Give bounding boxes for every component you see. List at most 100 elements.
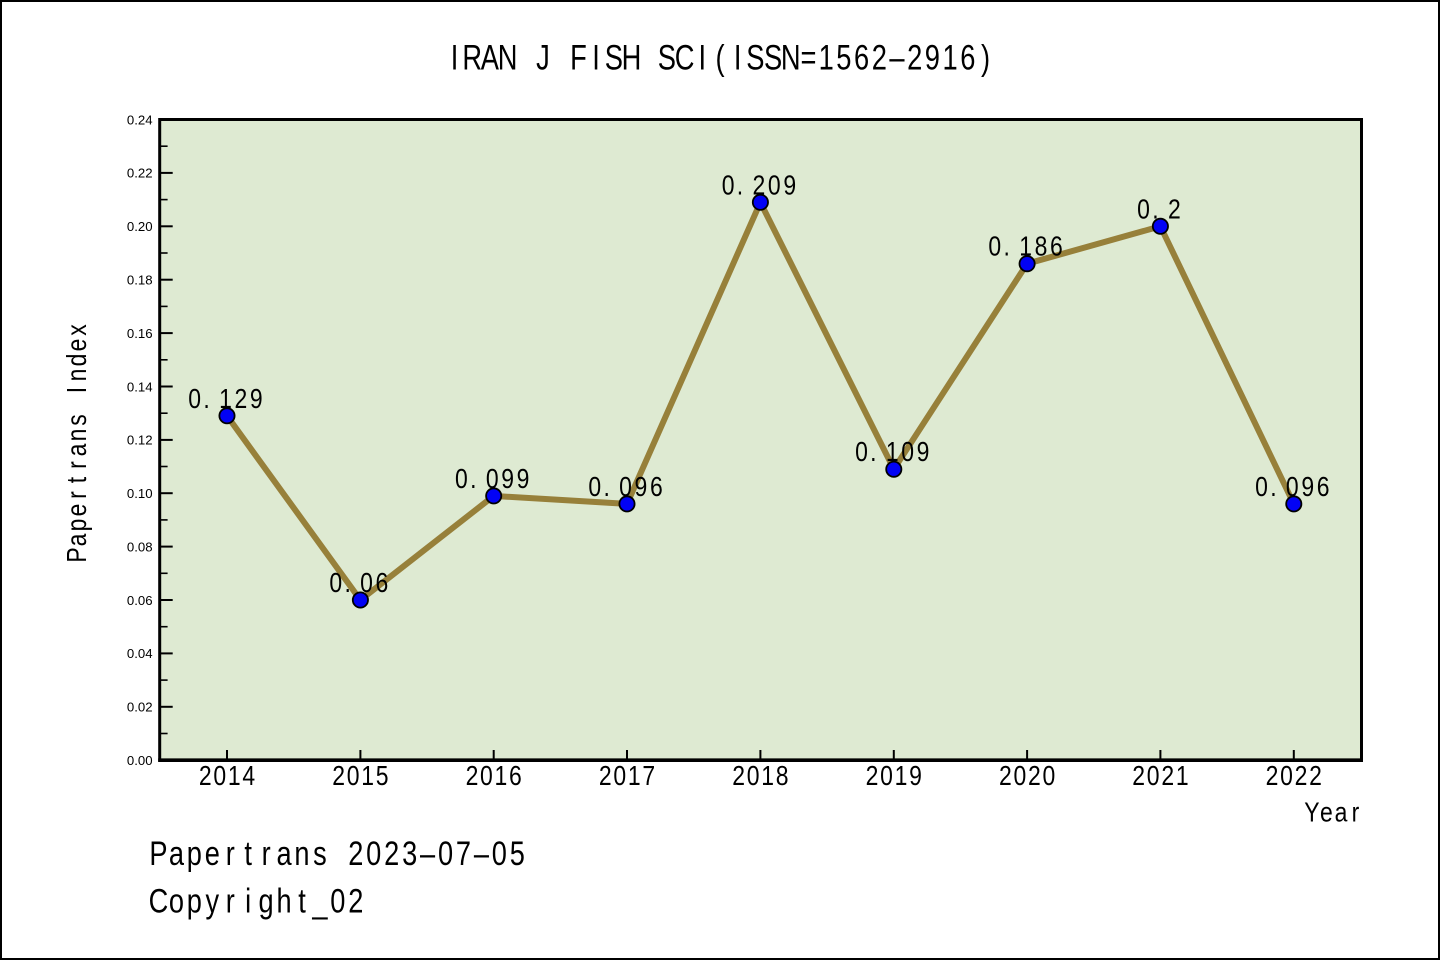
svg-text:1: 1 <box>219 384 232 415</box>
svg-text:6: 6 <box>960 38 975 77</box>
svg-text:9: 9 <box>783 170 796 201</box>
svg-text:7: 7 <box>642 761 655 792</box>
svg-text:–: – <box>889 38 905 77</box>
svg-text:I: I <box>699 38 707 77</box>
svg-text:.: . <box>603 472 609 503</box>
svg-text:4: 4 <box>242 761 255 792</box>
svg-text:9: 9 <box>250 384 263 415</box>
svg-text:2: 2 <box>1168 194 1181 225</box>
svg-text:0: 0 <box>329 568 342 599</box>
svg-text:P: P <box>149 834 167 873</box>
svg-text:1: 1 <box>228 761 241 792</box>
svg-text:0: 0 <box>747 761 760 792</box>
svg-text:0: 0 <box>213 761 226 792</box>
svg-text:2: 2 <box>1295 761 1308 792</box>
svg-text:5: 5 <box>510 834 525 873</box>
svg-text:a: a <box>169 834 185 873</box>
svg-text:0: 0 <box>1137 194 1150 225</box>
svg-text:0: 0 <box>480 761 493 792</box>
svg-text:0: 0 <box>619 472 632 503</box>
svg-text:.: . <box>737 170 743 201</box>
svg-text:t: t <box>298 882 306 921</box>
svg-text:2: 2 <box>872 38 887 77</box>
svg-text:0: 0 <box>1042 761 1055 792</box>
svg-text:0: 0 <box>1280 761 1293 792</box>
svg-text:2: 2 <box>753 170 766 201</box>
svg-text:5: 5 <box>376 761 389 792</box>
svg-text:): ) <box>981 38 990 77</box>
svg-text:2: 2 <box>907 38 922 77</box>
svg-text:2: 2 <box>599 761 612 792</box>
svg-text:s: s <box>313 834 327 873</box>
svg-text:2: 2 <box>348 834 363 873</box>
svg-text:P: P <box>62 547 93 562</box>
svg-text:0: 0 <box>588 472 601 503</box>
svg-text:0.16: 0.16 <box>127 326 153 341</box>
svg-text:s: s <box>62 414 93 425</box>
svg-text:0: 0 <box>855 437 868 468</box>
svg-text:n: n <box>294 834 309 873</box>
svg-text:0: 0 <box>722 170 735 201</box>
svg-text:1: 1 <box>886 437 899 468</box>
svg-text:6: 6 <box>1050 232 1063 263</box>
svg-text:0: 0 <box>1255 472 1268 503</box>
svg-text:0: 0 <box>347 761 360 792</box>
svg-text:n: n <box>62 369 93 382</box>
svg-text:.: . <box>1270 472 1276 503</box>
svg-text:p: p <box>187 834 202 873</box>
svg-text:0: 0 <box>492 834 507 873</box>
svg-text:0.08: 0.08 <box>127 539 153 554</box>
svg-text:0: 0 <box>1013 761 1026 792</box>
svg-text:2: 2 <box>332 761 345 792</box>
svg-text:1: 1 <box>361 761 374 792</box>
svg-text:9: 9 <box>517 464 530 495</box>
svg-text:p: p <box>62 519 93 532</box>
svg-text:0: 0 <box>360 568 373 599</box>
svg-text:0.04: 0.04 <box>127 646 153 661</box>
svg-text:2: 2 <box>866 761 879 792</box>
svg-text:1: 1 <box>943 38 958 77</box>
svg-text:1: 1 <box>1176 761 1189 792</box>
svg-text:0.06: 0.06 <box>127 593 153 608</box>
svg-text:1: 1 <box>628 761 641 792</box>
svg-text:7: 7 <box>456 834 471 873</box>
svg-text:e: e <box>62 504 93 517</box>
svg-text:0: 0 <box>1147 761 1160 792</box>
svg-text:.: . <box>470 464 476 495</box>
svg-text:9: 9 <box>917 437 930 468</box>
svg-text:H: H <box>622 38 642 77</box>
svg-text:=: = <box>801 38 817 77</box>
svg-text:0: 0 <box>1286 472 1299 503</box>
svg-text:A: A <box>481 38 499 77</box>
svg-text:2: 2 <box>1132 761 1145 792</box>
svg-text:2: 2 <box>348 882 363 921</box>
svg-text:0.20: 0.20 <box>127 219 153 234</box>
svg-text:.: . <box>1004 232 1010 263</box>
svg-text:9: 9 <box>925 38 940 77</box>
svg-text:0.02: 0.02 <box>127 700 153 715</box>
svg-text:2: 2 <box>999 761 1012 792</box>
svg-text:e: e <box>1320 797 1333 828</box>
svg-text:0: 0 <box>880 761 893 792</box>
svg-text:2: 2 <box>466 761 479 792</box>
svg-text:9: 9 <box>501 464 514 495</box>
svg-text:2: 2 <box>384 834 399 873</box>
svg-text:0: 0 <box>768 170 781 201</box>
svg-text:N: N <box>781 38 801 77</box>
svg-text:r: r <box>62 461 93 469</box>
svg-text:3: 3 <box>402 834 417 873</box>
svg-text:.: . <box>870 437 876 468</box>
svg-text:r: r <box>262 834 271 873</box>
svg-text:d: d <box>62 354 93 367</box>
svg-text:a: a <box>276 834 292 873</box>
svg-text:0.12: 0.12 <box>127 433 153 448</box>
svg-text:0.14: 0.14 <box>127 379 153 394</box>
svg-text:r: r <box>226 834 235 873</box>
svg-text:n: n <box>62 429 93 442</box>
svg-text:0: 0 <box>613 761 626 792</box>
svg-text:I: I <box>62 387 93 393</box>
svg-text:a: a <box>62 443 93 456</box>
svg-text:S: S <box>658 38 676 77</box>
svg-text:0: 0 <box>188 384 201 415</box>
svg-text:.: . <box>203 384 209 415</box>
